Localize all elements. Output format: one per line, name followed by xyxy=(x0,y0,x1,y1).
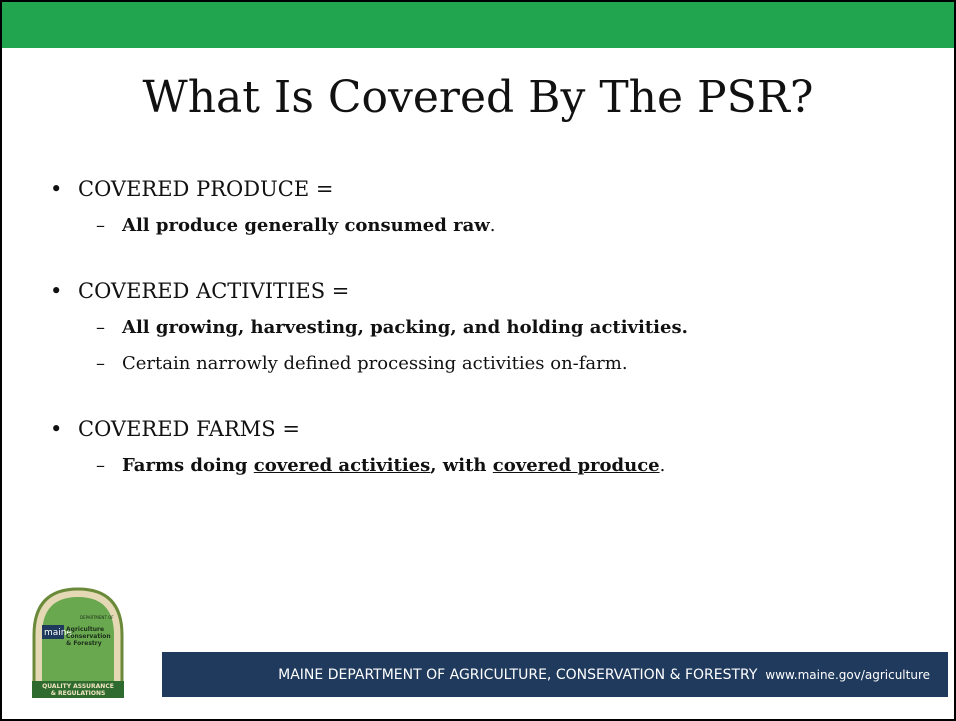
text-segment: All growing, harvesting, packing, and ho… xyxy=(122,317,688,338)
text-segment: . xyxy=(659,455,666,476)
logo-state: maine xyxy=(44,628,72,638)
footer-bar: MAINE DEPARTMENT OF AGRICULTURE, CONSERV… xyxy=(162,652,948,697)
top-bar xyxy=(2,2,954,48)
text-segment: All produce generally consumed raw xyxy=(122,215,490,236)
logo-state-box xyxy=(42,625,64,639)
bullet-heading: COVERED FARMS = xyxy=(50,410,930,448)
slide-title: What Is Covered By The PSR? xyxy=(142,72,814,123)
bullet: COVERED PRODUCE =All produce generally c… xyxy=(50,170,930,244)
bullet: COVERED FARMS =Farms doing covered activ… xyxy=(50,410,930,484)
logo-line: Conservation xyxy=(66,633,111,640)
sub-item: All growing, harvesting, packing, and ho… xyxy=(50,310,930,346)
text-segment: . xyxy=(489,215,496,236)
sub-item: Certain narrowly defined processing acti… xyxy=(50,346,930,382)
footer-organization: MAINE DEPARTMENT OF AGRICULTURE, CONSERV… xyxy=(278,666,758,683)
sub-item: All produce generally consumed raw. xyxy=(50,208,930,244)
text-segment: Certain narrowly defined processing acti… xyxy=(122,353,628,374)
text-segment: , with xyxy=(430,455,493,476)
text-segment: covered produce xyxy=(492,455,660,476)
footer-url: www.maine.gov/agriculture xyxy=(765,667,930,682)
sub-item: Farms doing covered activities, with cov… xyxy=(50,448,930,484)
text-segment: Farms doing xyxy=(122,455,254,476)
logo: DEPARTMENT OF maine AgricultureConservat… xyxy=(32,587,124,698)
bullet: COVERED ACTIVITIES = All growing, harvest… xyxy=(50,272,930,382)
logo-line: Agriculture xyxy=(66,626,104,633)
bullet-heading: COVERED ACTIVITIES = xyxy=(50,272,930,310)
logo-banner-line: QUALITY ASSURANCE xyxy=(42,683,114,690)
logo-banner xyxy=(32,681,124,698)
bullet-heading: COVERED PRODUCE = xyxy=(50,170,930,208)
logo-banner-line: & REGULATIONS xyxy=(51,690,106,697)
text-segment: covered activities xyxy=(253,455,431,476)
logo-line: & Forestry xyxy=(66,640,102,647)
bullet-list: COVERED PRODUCE =All produce generally c… xyxy=(50,170,930,512)
logo-field xyxy=(42,597,114,683)
logo-dept: DEPARTMENT OF xyxy=(80,615,114,620)
